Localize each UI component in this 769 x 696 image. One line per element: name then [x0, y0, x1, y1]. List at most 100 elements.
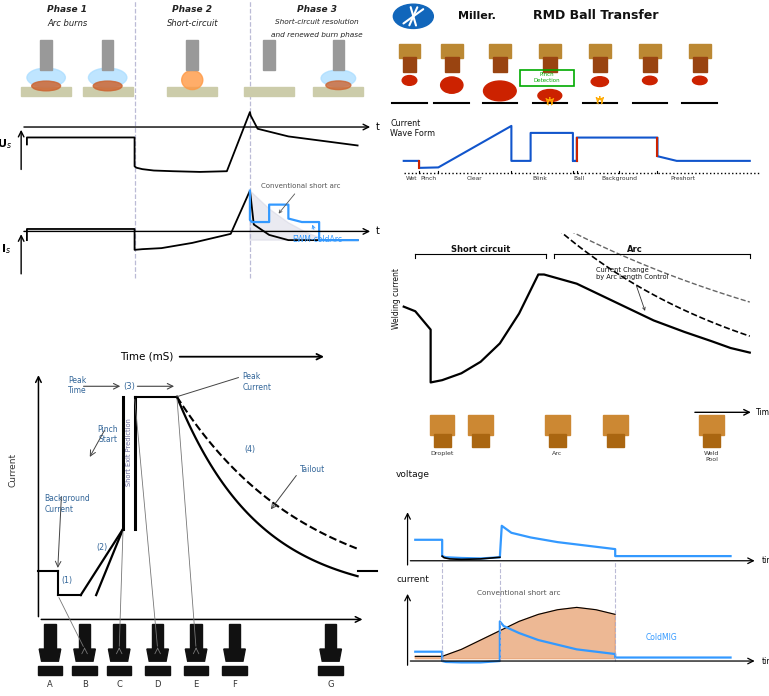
Text: Clear: Clear: [467, 176, 483, 181]
Bar: [434, 434, 451, 447]
Text: Peak
Current: Peak Current: [242, 372, 271, 392]
Bar: [318, 667, 343, 675]
Ellipse shape: [538, 90, 561, 102]
Bar: [229, 624, 240, 649]
Bar: [38, 667, 62, 675]
Text: Phase 1: Phase 1: [47, 6, 88, 14]
Ellipse shape: [321, 70, 356, 86]
Text: voltage: voltage: [396, 470, 430, 479]
Ellipse shape: [642, 77, 657, 85]
Bar: [102, 40, 114, 70]
Bar: [79, 624, 91, 649]
Bar: [145, 667, 170, 675]
Bar: [699, 415, 724, 435]
Text: Pinch
Detection: Pinch Detection: [534, 72, 560, 84]
Text: RMD Ball Transfer: RMD Ball Transfer: [533, 8, 659, 22]
Bar: [493, 57, 507, 72]
Bar: [444, 57, 458, 72]
Circle shape: [393, 4, 434, 29]
Text: D: D: [155, 681, 161, 689]
Text: Wet: Wet: [405, 176, 418, 181]
Ellipse shape: [484, 81, 516, 101]
Ellipse shape: [93, 81, 122, 90]
Bar: [325, 624, 337, 649]
Text: Conventional short arc: Conventional short arc: [261, 183, 341, 213]
Bar: [593, 57, 607, 72]
Text: Welding current: Welding current: [392, 267, 401, 329]
Text: Short circuit: Short circuit: [451, 244, 511, 253]
Text: current: current: [396, 575, 429, 584]
Bar: [543, 57, 557, 72]
Text: G: G: [328, 681, 334, 689]
Bar: [245, 87, 294, 96]
Text: Short Exit Prediction: Short Exit Prediction: [126, 418, 131, 487]
Bar: [186, 40, 198, 70]
Polygon shape: [250, 191, 327, 240]
Text: C: C: [116, 681, 122, 689]
Bar: [168, 87, 218, 96]
Bar: [639, 44, 661, 58]
Ellipse shape: [402, 76, 417, 86]
Bar: [468, 415, 493, 435]
Bar: [184, 667, 208, 675]
Bar: [539, 44, 561, 58]
Bar: [489, 44, 511, 58]
Text: B: B: [82, 681, 88, 689]
Bar: [41, 40, 52, 70]
Bar: [703, 434, 720, 447]
Text: I$_s$: I$_s$: [2, 242, 12, 255]
Text: Blink: Blink: [533, 176, 548, 181]
Text: Weld
Pool: Weld Pool: [704, 451, 719, 462]
Text: Arc burns: Arc burns: [47, 19, 88, 28]
Text: Pinch: Pinch: [421, 176, 437, 181]
Text: Peak
Time: Peak Time: [68, 376, 86, 395]
Text: Current Change
by Arc Length Control: Current Change by Arc Length Control: [596, 267, 668, 310]
Bar: [222, 667, 247, 675]
Text: Conventional short arc: Conventional short arc: [478, 590, 561, 596]
Text: (2): (2): [96, 543, 108, 552]
Ellipse shape: [441, 77, 463, 93]
Text: Pinch
Start: Pinch Start: [98, 425, 118, 444]
Text: time: time: [761, 556, 769, 565]
Bar: [549, 434, 566, 447]
Polygon shape: [415, 608, 615, 658]
Text: Time: Time: [755, 408, 769, 417]
Ellipse shape: [27, 68, 65, 87]
Polygon shape: [108, 649, 130, 661]
Bar: [114, 624, 125, 649]
Polygon shape: [320, 649, 341, 661]
Text: Short-circuit: Short-circuit: [167, 19, 218, 28]
Text: Time (mS): Time (mS): [120, 351, 173, 362]
Text: Short-circuit resolution: Short-circuit resolution: [275, 19, 359, 25]
Text: and renewed burn phase: and renewed burn phase: [271, 32, 363, 38]
Bar: [472, 434, 489, 447]
Text: EWM-coldArc: EWM-coldArc: [292, 226, 342, 244]
Bar: [45, 624, 56, 649]
Text: Arc: Arc: [552, 451, 563, 457]
Polygon shape: [147, 649, 168, 661]
Text: U$_s$: U$_s$: [0, 138, 12, 151]
Text: ColdMIG: ColdMIG: [646, 633, 677, 642]
Bar: [589, 44, 611, 58]
Bar: [643, 57, 657, 72]
Bar: [152, 624, 164, 649]
Text: (1): (1): [62, 576, 73, 585]
Bar: [693, 57, 707, 72]
Polygon shape: [39, 649, 61, 661]
Ellipse shape: [591, 77, 608, 86]
Text: E: E: [194, 681, 198, 689]
Text: Current: Current: [9, 452, 18, 487]
Bar: [263, 40, 275, 70]
Text: Background: Background: [601, 176, 637, 181]
Bar: [21, 87, 72, 96]
Text: (4): (4): [245, 445, 255, 454]
Bar: [72, 667, 97, 675]
Text: Current
Wave Form: Current Wave Form: [390, 119, 435, 139]
Bar: [83, 87, 133, 96]
Text: Ball: Ball: [573, 176, 584, 181]
Text: F: F: [232, 681, 237, 689]
Text: Droplet: Droplet: [431, 451, 454, 457]
Text: A: A: [47, 681, 53, 689]
Bar: [403, 57, 417, 72]
Text: (3): (3): [123, 382, 135, 390]
